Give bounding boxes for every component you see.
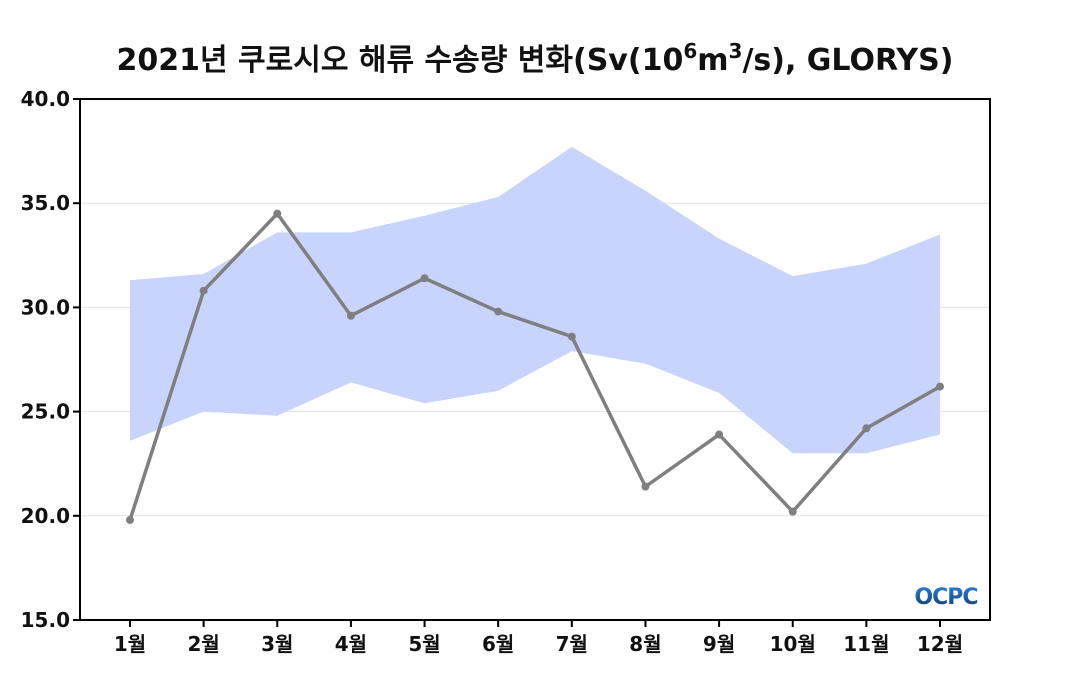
data-point <box>126 515 134 524</box>
x-axis-ticks: 1월 2월 3월 4월 5월 6월 7월 8월 9월 10월 11월 12월 <box>114 620 963 656</box>
x-tick-label: 7월 <box>556 632 588 656</box>
range-band <box>130 146 940 454</box>
y-tick-label: 25.0 <box>21 400 70 424</box>
y-tick-label: 20.0 <box>21 504 70 528</box>
x-tick-label: 11월 <box>843 632 889 656</box>
data-point <box>567 332 576 341</box>
data-point <box>346 311 355 320</box>
chart-title: 2021년 쿠로시오 해류 수송량 변화(Sv(106m3/s), GLORYS… <box>117 39 954 78</box>
title-part-0: 2021년 쿠로시오 해류 수송량 변화(Sv(10 <box>117 43 684 78</box>
title-part-3: 3 <box>729 39 743 63</box>
x-tick-label: 9월 <box>703 632 735 656</box>
data-point <box>715 430 724 439</box>
title-part-2: m <box>697 43 728 78</box>
plot-border <box>79 98 991 621</box>
x-tick-label: 5월 <box>408 632 440 656</box>
range-band-area <box>130 146 940 454</box>
x-tick-label: 3월 <box>261 632 293 656</box>
x-tick-label: 1월 <box>114 632 146 656</box>
y-tick-label: 40.0 <box>21 87 70 111</box>
title-part-1: 6 <box>683 39 697 63</box>
data-point <box>788 507 797 516</box>
y-axis-ticks: 15.0 20.0 25.0 30.0 35.0 40.0 <box>21 87 80 632</box>
plot-frame <box>79 98 991 621</box>
y-tick-label: 30.0 <box>21 295 70 319</box>
data-point <box>199 286 208 295</box>
data-point <box>273 209 282 218</box>
data-point <box>641 482 650 491</box>
ocpc-logo: OCPC <box>914 585 978 610</box>
chart-title-text: 2021년 쿠로시오 해류 수송량 변화(Sv(106m3/s), GLORYS… <box>117 39 954 78</box>
x-tick-label: 4월 <box>335 632 367 656</box>
x-tick-label: 2월 <box>187 632 219 656</box>
data-points <box>126 209 944 524</box>
x-tick-label: 8월 <box>629 632 661 656</box>
title-part-4: /s), GLORYS) <box>742 43 953 78</box>
data-point <box>494 307 503 316</box>
ocpc-logo-text: OCPC <box>914 585 977 610</box>
y-tick-label: 35.0 <box>21 191 70 215</box>
transport-line <box>128 211 942 522</box>
x-tick-label: 6월 <box>482 632 514 656</box>
y-tick-label: 15.0 <box>21 608 70 632</box>
data-point <box>420 274 429 283</box>
x-tick-label: 10월 <box>770 632 816 656</box>
transport-line-path <box>128 211 942 522</box>
data-point <box>862 424 871 433</box>
data-point <box>936 382 944 391</box>
x-tick-label: 12월 <box>917 632 963 656</box>
